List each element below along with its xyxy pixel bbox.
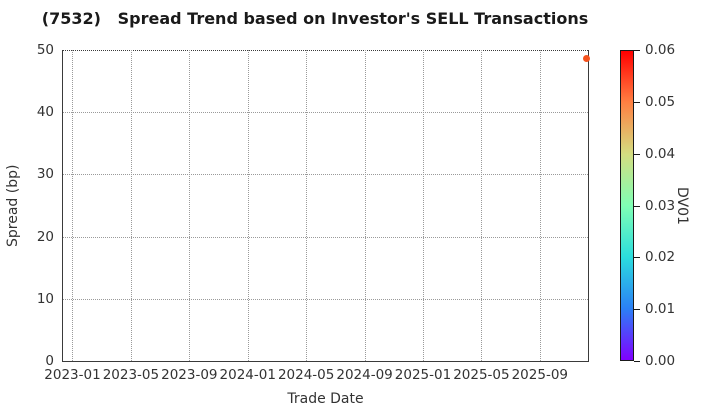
x-tick-label: 2023-05 xyxy=(102,367,160,383)
colorbar-label: DV01 xyxy=(674,186,690,225)
x-gridline xyxy=(364,50,366,361)
colorbar-tick-label: 0.05 xyxy=(645,93,676,110)
y-gridline xyxy=(63,174,588,176)
colorbar-tick-label: 0.02 xyxy=(645,249,676,266)
colorbar-tick xyxy=(634,153,640,155)
x-tick-label: 2023-09 xyxy=(161,367,218,383)
y-axis-label: Spread (bp) xyxy=(5,164,21,247)
y-gridline xyxy=(63,298,588,300)
colorbar-tick-label: 0.00 xyxy=(645,353,676,369)
y-gridline xyxy=(63,112,588,114)
colorbar-tick xyxy=(634,361,640,362)
x-axis-label: Trade Date xyxy=(287,391,364,407)
y-tick-label: 40 xyxy=(36,104,54,121)
colorbar-tick-label: 0.04 xyxy=(645,145,676,162)
x-tick-label: 2025-09 xyxy=(511,367,568,383)
x-tick-label: 2023-01 xyxy=(44,367,101,383)
data-point xyxy=(583,54,591,62)
colorbar-tick xyxy=(634,309,640,311)
top-boundary-gridline xyxy=(63,50,588,51)
y-tick-label: 20 xyxy=(36,228,54,245)
x-tick-label: 2024-05 xyxy=(277,367,335,383)
x-gridline xyxy=(130,50,132,361)
y-tick-label: 10 xyxy=(36,290,54,307)
x-tick-label: 2024-01 xyxy=(219,367,276,383)
x-tick-label: 2024-09 xyxy=(336,367,393,383)
chart-title: (7532) Spread Trend based on Investor's … xyxy=(41,9,589,28)
colorbar-tick-label: 0.06 xyxy=(645,42,676,58)
x-tick-label: 2025-01 xyxy=(394,367,452,383)
x-tick-label: 2025-05 xyxy=(453,367,510,383)
x-gridline xyxy=(481,50,483,361)
colorbar-tick xyxy=(634,205,640,207)
x-gridline xyxy=(247,50,249,361)
y-tick-label: 50 xyxy=(36,42,54,58)
x-gridline xyxy=(306,50,308,361)
x-gridline xyxy=(72,50,74,361)
x-gridline xyxy=(539,50,541,361)
colorbar-tick xyxy=(634,257,640,259)
y-tick-label: 30 xyxy=(36,166,54,183)
plot-area xyxy=(62,50,591,362)
colorbar xyxy=(620,50,634,361)
y-tick-label: 0 xyxy=(45,353,54,369)
x-gridline xyxy=(422,50,424,361)
y-gridline xyxy=(63,236,588,238)
colorbar-tick-label: 0.03 xyxy=(645,197,676,214)
x-gridline xyxy=(189,50,191,361)
colorbar-tick xyxy=(634,101,640,103)
colorbar-tick xyxy=(634,50,640,51)
colorbar-tick-label: 0.01 xyxy=(645,301,676,318)
